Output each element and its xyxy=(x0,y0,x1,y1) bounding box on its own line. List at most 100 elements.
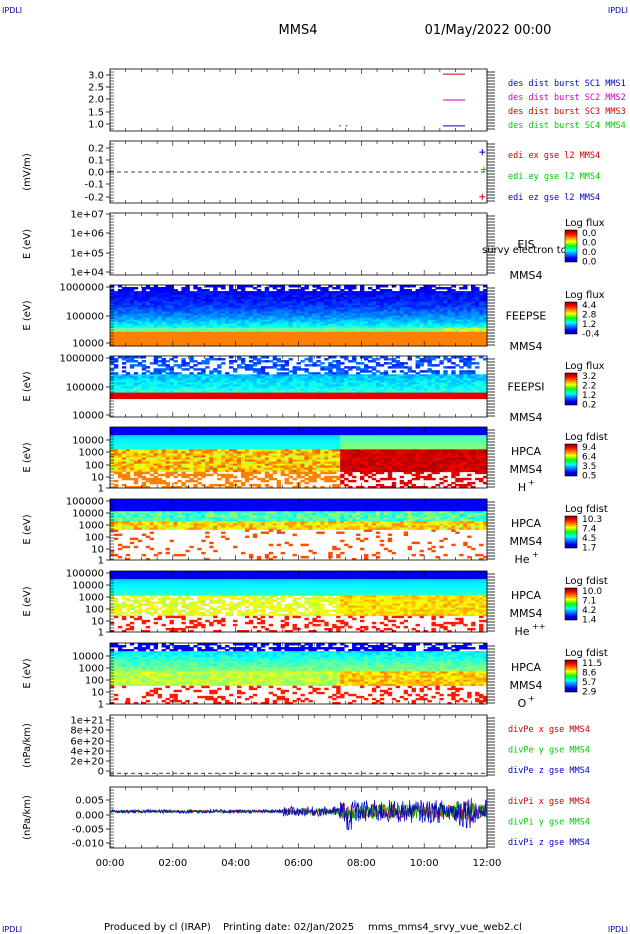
heatmap-cell xyxy=(177,313,182,316)
heatmap-cell xyxy=(475,315,480,318)
heatmap-cell xyxy=(379,372,385,375)
heatmap-cell xyxy=(121,339,127,343)
heatmap-cell xyxy=(117,297,123,300)
heatmap-cell xyxy=(137,299,143,302)
heatmap-cell xyxy=(201,309,206,312)
heatmap-cell xyxy=(137,392,143,396)
heatmap-cell xyxy=(236,378,242,381)
heatmap-cell xyxy=(328,382,333,385)
heatmap-cell xyxy=(225,382,230,385)
heatmap-cell xyxy=(272,311,278,314)
heatmap-cell xyxy=(336,374,341,377)
heatmap-cell xyxy=(217,358,222,361)
heatmap-cell xyxy=(435,382,440,385)
heatmap-cell xyxy=(133,431,139,434)
heatmap-cell xyxy=(316,303,321,306)
heatmap-cell xyxy=(407,370,412,373)
heatmap-cell xyxy=(451,305,456,308)
heatmap-cell xyxy=(399,378,405,381)
heatmap-cell xyxy=(153,368,159,371)
heatmap-cell xyxy=(209,313,214,316)
heatmap-cell xyxy=(399,311,405,314)
heatmap-cell xyxy=(229,313,234,316)
heatmap-cell xyxy=(240,333,246,337)
heatmap-cell xyxy=(256,372,262,375)
heatmap-cell xyxy=(352,329,357,333)
heatmap-cell xyxy=(125,356,131,359)
heatmap-cell xyxy=(268,382,274,385)
heatmap-cell xyxy=(248,295,254,298)
heatmap-cell xyxy=(435,295,440,298)
heatmap-cell xyxy=(173,317,178,320)
heatmap-cell xyxy=(324,329,329,333)
heatmap-cell xyxy=(387,366,393,369)
heatmap-cell xyxy=(371,319,377,322)
heatmap-cell xyxy=(435,291,440,294)
heatmap-cell xyxy=(117,461,123,464)
heatmap-cell xyxy=(407,309,412,312)
heatmap-cell xyxy=(121,427,127,430)
heatmap-cell xyxy=(367,323,373,327)
heatmap-cell xyxy=(304,380,309,383)
y-axis-label: E (eV) xyxy=(22,229,33,259)
heatmap-cell xyxy=(292,386,297,389)
heatmap-cell xyxy=(403,337,409,341)
heatmap-cell xyxy=(467,366,472,369)
heatmap-cell xyxy=(268,293,274,296)
heatmap-cell xyxy=(308,372,313,375)
heatmap-cell xyxy=(328,327,333,331)
heatmap-cell xyxy=(260,317,266,320)
heatmap-cell xyxy=(411,291,416,294)
heatmap-cell xyxy=(459,376,464,379)
heatmap-cell xyxy=(411,396,416,400)
heatmap-cell xyxy=(391,382,397,385)
heatmap-cell xyxy=(121,443,127,446)
heatmap-cell xyxy=(340,311,345,314)
heatmap-cell xyxy=(296,368,301,371)
heatmap-cell xyxy=(240,376,246,379)
heatmap-cell xyxy=(137,321,143,325)
heatmap-cell xyxy=(145,287,151,290)
heatmap-cell xyxy=(193,319,198,322)
heatmap-cell xyxy=(411,285,416,288)
heatmap-cell xyxy=(312,321,317,325)
heatmap-cell xyxy=(117,439,123,442)
heatmap-cell xyxy=(221,382,226,385)
heatmap-cell xyxy=(213,331,218,335)
heatmap-cell xyxy=(407,333,412,337)
heatmap-cell xyxy=(205,339,210,343)
heatmap-cell xyxy=(284,299,289,302)
heatmap-cell xyxy=(117,463,123,467)
heatmap-cell xyxy=(137,303,143,306)
heatmap-cell xyxy=(197,376,202,379)
heatmap-cell xyxy=(217,319,222,322)
heatmap-cell xyxy=(332,394,337,398)
heatmap-cell xyxy=(205,384,210,387)
heatmap-cell xyxy=(443,293,448,296)
heatmap-cell xyxy=(439,325,444,329)
heatmap-cell xyxy=(248,339,254,343)
heatmap-cell xyxy=(173,376,178,379)
heatmap-cell xyxy=(225,339,230,343)
heatmap-cell xyxy=(399,295,405,298)
heatmap-cell xyxy=(129,360,135,363)
heatmap-cell xyxy=(256,321,262,325)
heatmap-cell xyxy=(328,295,333,298)
heatmap-cell xyxy=(363,309,369,312)
heatmap-cell xyxy=(161,297,166,300)
heatmap-cell xyxy=(467,358,472,361)
heatmap-cell xyxy=(363,368,369,371)
heatmap-cell xyxy=(332,321,337,325)
heatmap-cell xyxy=(423,333,428,337)
heatmap-cell xyxy=(375,333,381,337)
heatmap-cell xyxy=(435,343,440,347)
heatmap-cell xyxy=(173,356,178,359)
heatmap-cell xyxy=(121,433,127,436)
heatmap-cell xyxy=(260,291,266,294)
heatmap-cell xyxy=(268,396,274,400)
heatmap-cell xyxy=(161,382,166,385)
heatmap-cell xyxy=(121,435,127,438)
heatmap-cell xyxy=(324,378,329,381)
heatmap-cell xyxy=(181,339,186,343)
heatmap-cell xyxy=(375,307,381,310)
